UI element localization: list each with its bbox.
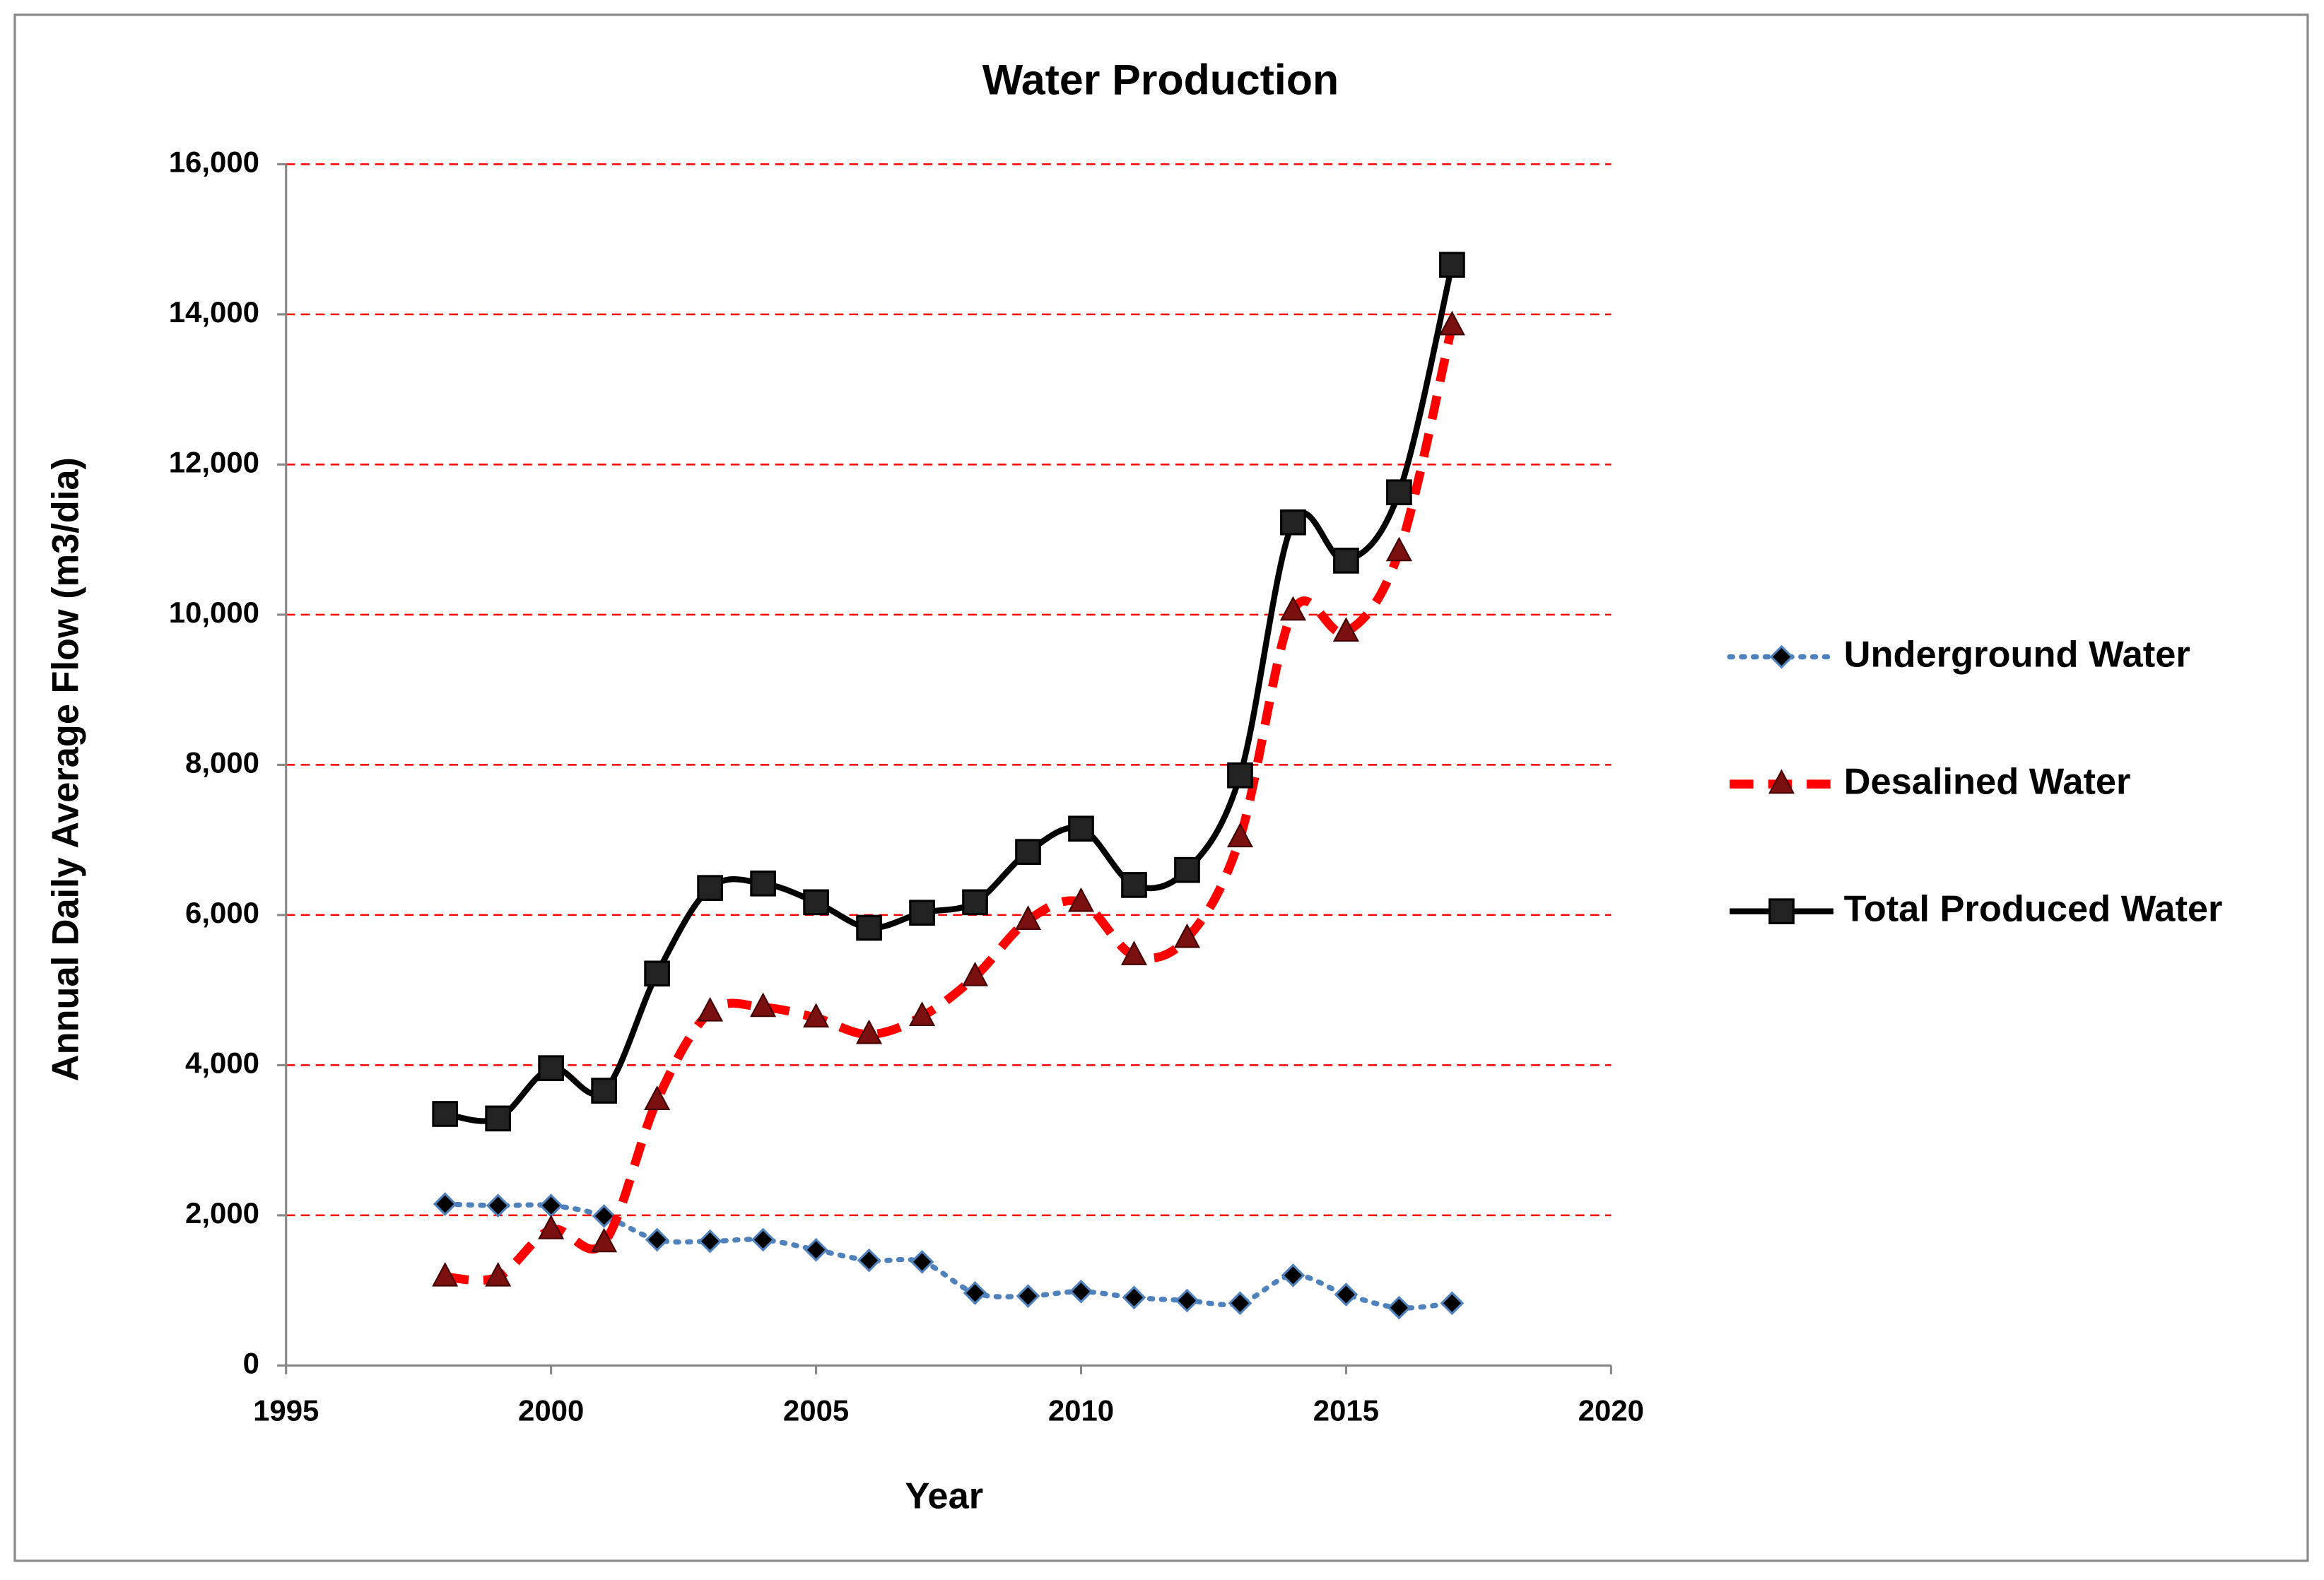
marker — [1438, 310, 1465, 336]
marker — [432, 1101, 459, 1127]
marker — [644, 1085, 671, 1110]
marker — [1069, 1279, 1093, 1304]
x-axis-label: Year — [905, 1476, 983, 1517]
marker — [1226, 823, 1253, 848]
marker — [1175, 1288, 1199, 1313]
marker — [1385, 536, 1412, 562]
marker — [1386, 479, 1412, 506]
marker — [1440, 1291, 1465, 1316]
marker — [645, 1227, 669, 1252]
marker — [1333, 548, 1359, 574]
legend-marker — [1769, 644, 1794, 669]
x-tick-label: 2015 — [1313, 1394, 1379, 1427]
marker — [485, 1261, 512, 1287]
legend-label: Desalined Water — [1844, 761, 2131, 802]
marker — [856, 1019, 883, 1044]
legend-label: Underground Water — [1844, 634, 2190, 675]
x-tick-label: 2005 — [783, 1394, 849, 1427]
marker — [803, 1003, 830, 1028]
marker — [1280, 509, 1306, 536]
marker — [697, 875, 723, 901]
marker — [1016, 1284, 1040, 1309]
marker — [857, 1248, 881, 1273]
marker — [1015, 839, 1041, 865]
marker — [1120, 941, 1148, 965]
marker — [803, 889, 829, 916]
marker — [909, 900, 935, 926]
marker — [591, 1078, 617, 1104]
y-tick-label: 8,000 — [185, 745, 259, 779]
x-tick-label: 2020 — [1578, 1394, 1644, 1427]
y-tick-label: 4,000 — [185, 1046, 259, 1079]
marker — [1439, 252, 1465, 278]
marker — [1281, 1263, 1305, 1287]
x-tick-label: 2010 — [1048, 1394, 1114, 1427]
marker — [644, 960, 670, 987]
y-tick-label: 16,000 — [169, 145, 259, 178]
marker — [1173, 923, 1201, 948]
chart-title: Water Production — [982, 55, 1339, 103]
x-tick-label: 1995 — [253, 1394, 319, 1427]
marker — [1122, 1285, 1146, 1310]
marker — [697, 996, 724, 1022]
legend-marker — [1768, 769, 1795, 794]
marker — [963, 1281, 987, 1305]
marker — [432, 1261, 459, 1287]
y-tick-label: 10,000 — [169, 596, 259, 629]
marker — [962, 889, 988, 916]
marker — [1228, 1291, 1252, 1316]
marker — [698, 1229, 722, 1254]
y-tick-label: 2,000 — [185, 1196, 259, 1230]
marker — [1332, 617, 1359, 642]
legend-marker — [1768, 898, 1795, 924]
marker — [1227, 762, 1253, 789]
marker — [1121, 872, 1147, 898]
marker — [856, 914, 882, 941]
marker — [909, 1001, 936, 1026]
marker — [433, 1192, 457, 1216]
y-tick-label: 6,000 — [185, 896, 259, 929]
marker — [591, 1227, 618, 1253]
marker — [804, 1237, 828, 1262]
series-line — [445, 324, 1457, 1285]
y-axis-label: Annual Daily Average Flow (m3/dia) — [45, 457, 86, 1081]
legend-label: Total Produced Water — [1844, 889, 2223, 930]
chart-frame — [13, 13, 2309, 1562]
marker — [538, 1055, 564, 1081]
marker — [750, 992, 777, 1018]
x-tick-label: 2000 — [518, 1394, 584, 1427]
marker — [1068, 815, 1094, 842]
marker — [1067, 887, 1095, 912]
y-tick-label: 14,000 — [169, 295, 259, 329]
marker — [751, 1227, 775, 1252]
marker — [592, 1204, 616, 1228]
y-tick-label: 0 — [243, 1347, 259, 1380]
marker — [538, 1215, 565, 1239]
marker — [1334, 1283, 1358, 1307]
marker — [1387, 1295, 1412, 1320]
marker — [910, 1249, 934, 1274]
y-tick-label: 12,000 — [169, 445, 259, 478]
marker — [750, 870, 776, 897]
marker — [1174, 856, 1200, 883]
marker — [1014, 905, 1042, 930]
marker — [485, 1105, 512, 1132]
marker — [962, 961, 989, 986]
marker — [1279, 596, 1306, 621]
series-line — [445, 264, 1455, 1124]
marker — [486, 1193, 510, 1218]
